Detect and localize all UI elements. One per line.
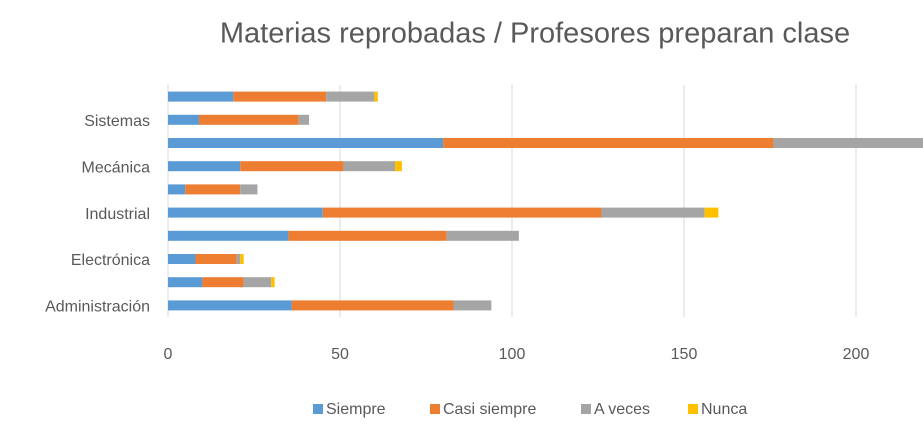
bar-segment (322, 207, 602, 218)
bar-segment (240, 161, 344, 172)
bar-segment (233, 91, 327, 102)
bar-segment (168, 277, 203, 288)
legend-label: Nunca (701, 401, 747, 418)
bar-segment (601, 207, 705, 218)
bar-segment (326, 91, 375, 102)
y-tick-label: Industrial (85, 206, 150, 223)
bar-segment (168, 91, 234, 102)
x-tick-label: 200 (843, 346, 870, 363)
bar-segment (168, 207, 323, 218)
bar-segment (168, 114, 199, 125)
chart-title: Materias reprobadas / Profesores prepara… (220, 18, 850, 50)
legend-swatch (581, 404, 591, 414)
bar-segment (704, 207, 719, 218)
bar-segment (243, 277, 272, 288)
legend-swatch (688, 404, 698, 414)
bar-segment (343, 161, 396, 172)
bar-segment (168, 184, 186, 195)
bar-segment (198, 114, 299, 125)
y-tick-label: Sistemas (84, 113, 150, 130)
y-tick-label: Administración (45, 299, 150, 316)
x-tick-label: 150 (671, 346, 698, 363)
bar-segment (168, 161, 241, 172)
legend-label: Casi siempre (443, 401, 536, 418)
bar-segment (291, 300, 454, 311)
bar-segment (446, 230, 519, 241)
bar-segment (168, 230, 289, 241)
bar-segment (185, 184, 241, 195)
legend-label: Siempre (326, 401, 386, 418)
bar-segment (395, 161, 402, 172)
bar-segment (168, 138, 444, 148)
bar-segment (202, 277, 244, 288)
bar-segment (168, 254, 196, 264)
bar-segment (374, 91, 378, 102)
x-tick-label: 0 (164, 346, 173, 363)
bar-segment (236, 254, 241, 264)
bar-segment (271, 277, 275, 288)
bar-segment (453, 300, 492, 311)
bar-segment (240, 254, 244, 264)
bar-segment (168, 300, 292, 311)
y-tick-label: Mecánica (82, 159, 151, 176)
bar-segment (195, 254, 237, 264)
legend-swatch (313, 404, 323, 414)
bar-segment (240, 184, 258, 195)
x-tick-label: 100 (499, 346, 526, 363)
bar-segment (773, 138, 923, 148)
bar-segment (288, 230, 447, 241)
bar-segment (298, 114, 310, 125)
x-tick-label: 50 (331, 346, 349, 363)
legend-label: A veces (594, 401, 650, 418)
bar-segment (443, 138, 774, 148)
y-tick-label: Electrónica (71, 252, 150, 269)
legend-swatch (430, 404, 440, 414)
